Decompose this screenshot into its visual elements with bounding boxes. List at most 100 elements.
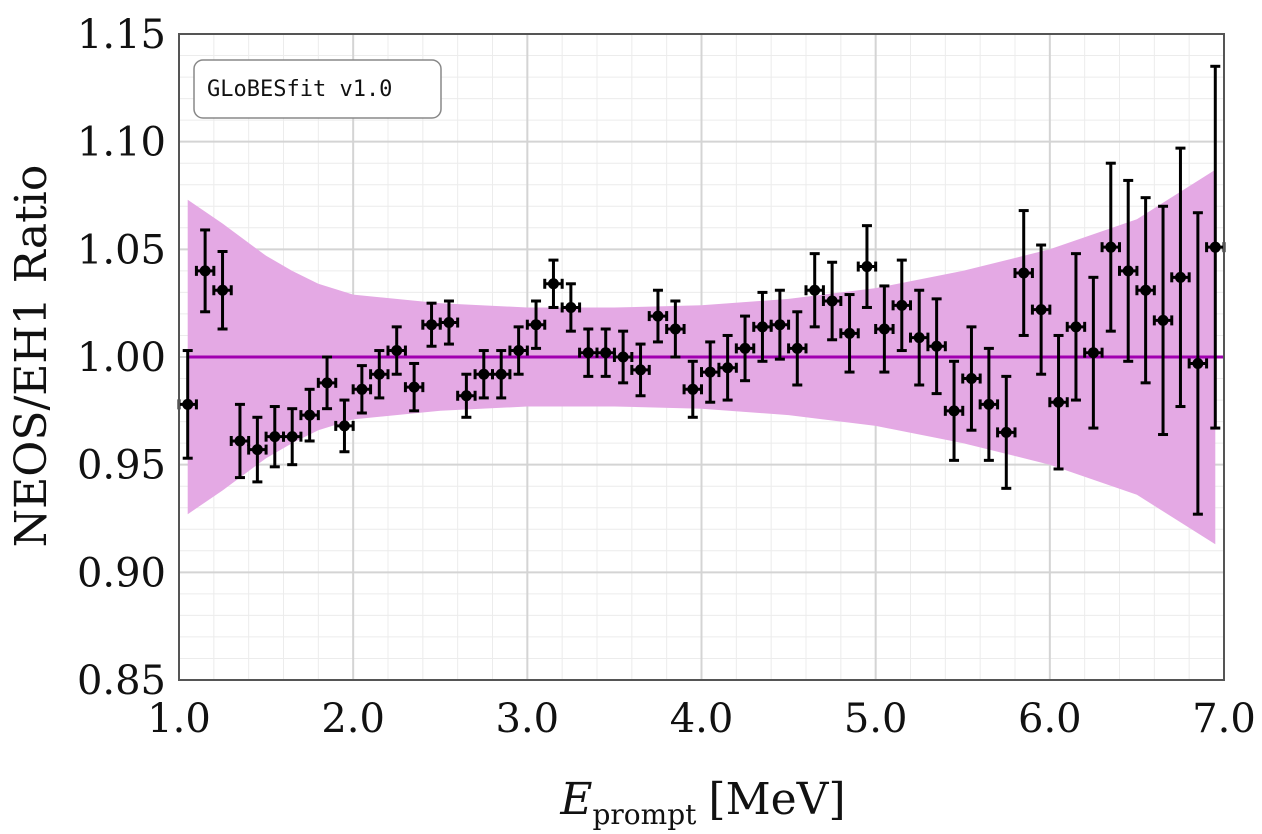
data-point	[612, 329, 634, 385]
data-point	[247, 415, 268, 484]
data-marker	[1035, 304, 1047, 316]
data-point	[403, 361, 425, 413]
data-point	[891, 258, 912, 353]
x-tick-label: 1.0	[147, 696, 211, 742]
data-marker	[321, 377, 333, 389]
data-point	[734, 314, 756, 383]
legend-frame	[193, 59, 442, 119]
data-point	[961, 325, 982, 432]
plot-frame	[178, 33, 1225, 681]
data-point	[787, 310, 808, 387]
data-point	[682, 359, 703, 419]
data-point	[351, 364, 373, 415]
data-point	[369, 349, 390, 400]
x-tick-label: 6.0	[1018, 696, 1082, 742]
data-point	[1048, 333, 1069, 471]
x-tick-label: 3.0	[496, 696, 560, 742]
data-marker	[1070, 321, 1082, 333]
x-axis-label-main: E	[559, 774, 592, 825]
legend-text: GLoBESfit v1.0	[207, 77, 392, 102]
data-marker	[791, 342, 803, 354]
data-marker	[530, 319, 542, 331]
data-marker	[722, 362, 734, 374]
x-axis-ticks: 1.0 2.0 3.0 4.0 5.0 6.0 7.0	[147, 696, 1256, 742]
data-marker	[965, 373, 977, 385]
data-marker	[286, 431, 298, 443]
y-tick-label: 0.90	[77, 550, 166, 596]
data-marker	[600, 347, 612, 359]
data-marker	[844, 327, 856, 339]
data-point	[769, 288, 791, 361]
data-point	[525, 299, 547, 350]
data-point	[282, 407, 303, 467]
data-marker	[199, 265, 211, 277]
data-marker	[1140, 284, 1152, 296]
data-point	[316, 355, 338, 411]
data-point	[194, 228, 216, 314]
data-marker	[547, 278, 559, 290]
data-point	[630, 342, 651, 398]
data-point	[560, 282, 582, 333]
data-point	[177, 349, 198, 460]
data-marker	[878, 323, 890, 335]
data-point	[578, 327, 599, 378]
x-axis-label-subscript: prompt	[593, 798, 698, 831]
data-point	[334, 398, 355, 454]
data-point	[1100, 161, 1121, 333]
data-point	[943, 359, 965, 462]
data-point	[647, 288, 669, 344]
data-point	[1065, 252, 1087, 402]
y-tick-label: 1.10	[77, 120, 166, 166]
data-point	[229, 402, 251, 480]
data-point	[438, 299, 460, 346]
data-marker	[983, 398, 995, 410]
data-point	[665, 299, 686, 359]
data-marker	[373, 368, 385, 380]
legend-box: GLoBESfit v1.0	[193, 59, 442, 119]
data-marker	[338, 420, 350, 432]
y-tick-label: 1.15	[77, 12, 166, 58]
data-marker	[617, 351, 629, 363]
data-marker	[1000, 426, 1012, 438]
data-point	[212, 249, 233, 331]
y-tick-label: 0.85	[77, 658, 166, 704]
data-marker	[913, 332, 925, 344]
data-point	[386, 325, 407, 376]
data-point	[1083, 275, 1104, 430]
data-point	[1170, 146, 1191, 409]
data-marker	[1174, 271, 1186, 283]
data-point	[508, 325, 529, 376]
data-point	[1118, 178, 1139, 363]
data-marker	[774, 319, 786, 331]
data-point	[804, 252, 825, 329]
data-marker	[1087, 347, 1099, 359]
data-marker	[635, 364, 647, 376]
data-point	[1013, 209, 1034, 337]
data-point	[996, 374, 1017, 490]
data-marker	[896, 299, 908, 311]
data-point	[456, 372, 477, 419]
data-marker	[513, 345, 525, 357]
data-marker	[391, 345, 403, 357]
data-point	[299, 387, 320, 443]
data-point	[1030, 243, 1052, 376]
data-marker	[304, 409, 316, 421]
data-marker	[704, 366, 716, 378]
data-marker	[495, 368, 507, 380]
data-marker	[1157, 314, 1169, 326]
data-marker	[269, 431, 281, 443]
data-point	[1135, 196, 1156, 385]
data-marker	[582, 347, 594, 359]
data-point	[874, 284, 895, 374]
data-marker	[565, 301, 577, 313]
x-tick-label: 2.0	[321, 696, 385, 742]
data-marker	[669, 323, 681, 335]
data-marker	[217, 284, 229, 296]
y-tick-label: 1.05	[77, 227, 166, 273]
x-tick-label: 4.0	[670, 696, 734, 742]
y-tick-label: 0.95	[77, 443, 166, 489]
data-point	[1187, 211, 1209, 516]
data-marker	[1192, 357, 1204, 369]
data-marker	[687, 383, 699, 395]
